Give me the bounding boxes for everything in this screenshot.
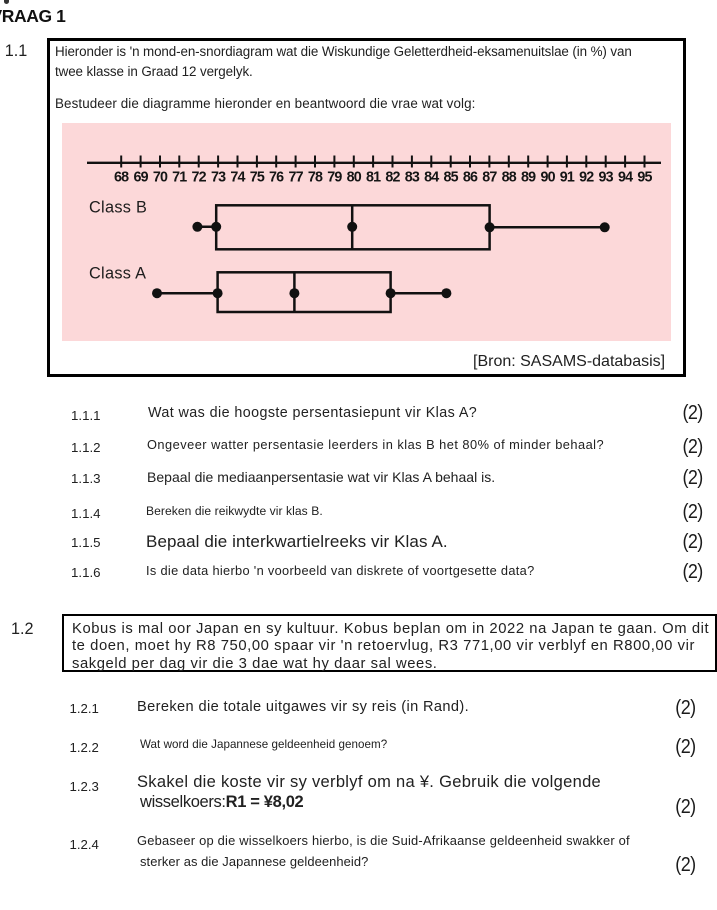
svg-text:Class A: Class A [89, 265, 146, 283]
svg-text:76: 76 [269, 170, 284, 186]
svg-text:91: 91 [560, 170, 575, 186]
svg-text:94: 94 [618, 170, 633, 186]
svg-text:89: 89 [521, 170, 536, 186]
svg-text:85: 85 [444, 170, 459, 186]
svg-text:70: 70 [153, 170, 168, 186]
svg-text:79: 79 [327, 170, 342, 186]
svg-text:87: 87 [482, 170, 497, 186]
svg-text:93: 93 [599, 170, 614, 186]
svg-text:95: 95 [637, 170, 652, 186]
svg-text:Class B: Class B [89, 199, 147, 217]
svg-text:73: 73 [211, 170, 226, 186]
svg-text:80: 80 [347, 170, 362, 186]
svg-text:86: 86 [463, 170, 478, 186]
svg-text:78: 78 [308, 170, 323, 186]
svg-text:83: 83 [405, 170, 420, 186]
svg-text:90: 90 [540, 170, 555, 186]
svg-text:69: 69 [133, 170, 148, 186]
svg-text:82: 82 [385, 170, 400, 186]
svg-text:88: 88 [502, 170, 517, 186]
svg-text:92: 92 [579, 170, 594, 186]
svg-text:74: 74 [230, 170, 245, 186]
svg-text:72: 72 [192, 170, 207, 186]
svg-text:84: 84 [424, 170, 439, 186]
svg-text:71: 71 [172, 170, 187, 186]
svg-text:75: 75 [250, 170, 265, 186]
svg-text:68: 68 [114, 170, 129, 186]
svg-text:77: 77 [288, 170, 303, 186]
svg-text:81: 81 [366, 170, 381, 186]
